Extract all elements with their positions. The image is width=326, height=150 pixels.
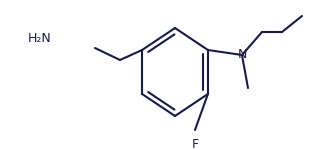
Text: H₂N: H₂N xyxy=(28,32,52,45)
Text: F: F xyxy=(191,138,199,150)
Text: N: N xyxy=(237,48,247,62)
